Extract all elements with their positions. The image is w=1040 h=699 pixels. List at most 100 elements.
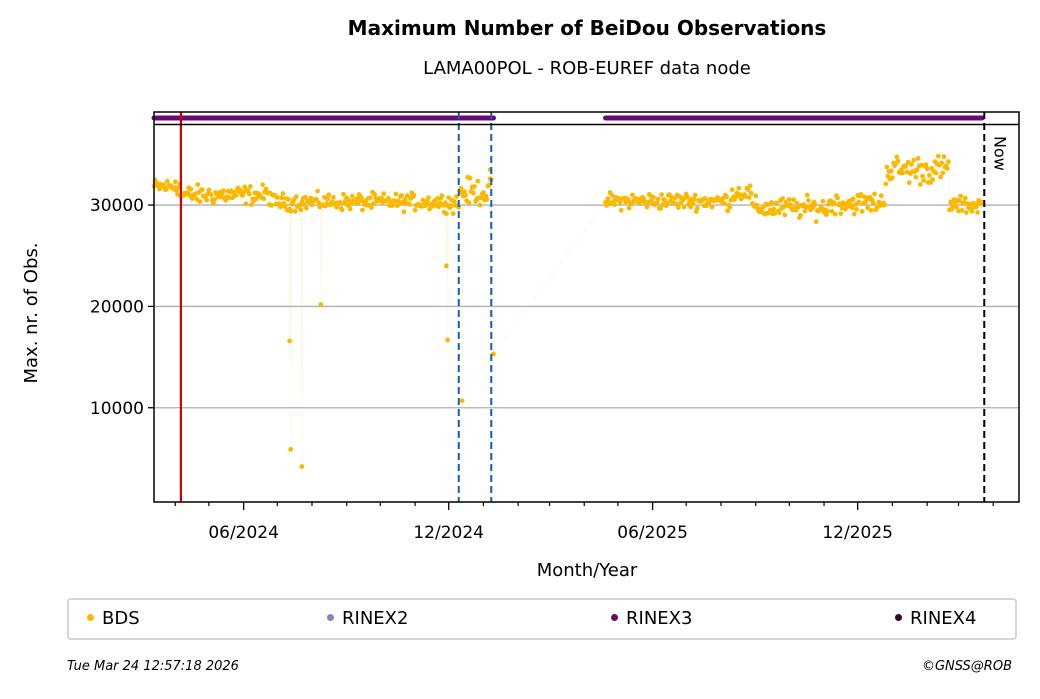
bds-data-point xyxy=(286,197,291,202)
bds-data-point xyxy=(274,195,280,200)
y-tick-label: 20000 xyxy=(90,297,144,317)
bds-data-point xyxy=(950,204,956,210)
bds-data-point xyxy=(204,197,210,203)
bds-data-point xyxy=(724,194,729,200)
bds-data-point xyxy=(746,195,752,200)
bds-data-point xyxy=(940,170,946,176)
bds-data-point xyxy=(802,208,808,214)
bds-data-point xyxy=(911,157,917,163)
bds-data-point xyxy=(330,195,336,200)
bds-data-point xyxy=(673,201,679,207)
bds-data-point xyxy=(748,190,754,196)
vertical-markers xyxy=(179,112,986,502)
y-axis-ticks: 10000 20000 30000 xyxy=(90,196,154,419)
bds-data-point xyxy=(771,206,776,212)
bds-data-point xyxy=(654,200,660,206)
bds-data-point xyxy=(754,202,760,208)
bds-data-point xyxy=(444,211,449,217)
bds-data-point xyxy=(436,204,441,210)
bds-data-point xyxy=(172,179,178,185)
bds-data-point xyxy=(953,204,959,210)
bds-data-point xyxy=(962,195,968,201)
legend-item-bds: BDS xyxy=(87,608,140,629)
bds-data-point xyxy=(676,205,681,211)
bds-data-point xyxy=(260,182,266,188)
bds-data-point xyxy=(859,209,865,214)
bds-data-point xyxy=(484,197,490,202)
legend-item-rinex2: RINEX2 xyxy=(327,608,408,629)
bds-data-point xyxy=(616,196,622,202)
bds-data-point xyxy=(736,185,742,191)
bds-data-point xyxy=(411,192,417,198)
bds-data-point xyxy=(798,213,803,218)
x-tick-label: 06/2024 xyxy=(208,523,279,543)
bds-data-point xyxy=(941,154,947,160)
bds-data-point xyxy=(786,197,792,202)
bds-data-point xyxy=(655,196,661,202)
bds-data-point xyxy=(444,263,449,269)
legend-label: BDS xyxy=(102,608,140,629)
bds-data-point xyxy=(293,194,299,200)
legend: BDS RINEX2 RINEX3 RINEX4 xyxy=(67,598,1017,640)
legend-item-rinex4: RINEX4 xyxy=(895,608,976,629)
bds-data-point xyxy=(165,178,170,184)
bds-data-point xyxy=(906,180,912,186)
bds-data-point xyxy=(812,202,818,207)
bds-data-point xyxy=(282,204,288,210)
bds-data-point xyxy=(288,208,294,214)
bds-data-point xyxy=(242,184,248,190)
bds-data-point xyxy=(404,193,410,199)
bds-data-point xyxy=(883,181,889,187)
bds-data-point xyxy=(847,201,853,207)
bds-data-point xyxy=(651,195,657,200)
bds-data-point xyxy=(729,187,735,193)
bds-data-point xyxy=(915,155,921,161)
bds-data-point xyxy=(923,162,929,168)
bds-data-point xyxy=(325,196,331,202)
bds-data-point xyxy=(315,188,320,194)
y-tick-label: 30000 xyxy=(90,196,144,216)
bds-data-point xyxy=(829,209,835,214)
legend-label: RINEX3 xyxy=(626,608,693,629)
bds-data-point xyxy=(890,175,895,181)
bds-data-point xyxy=(820,198,826,204)
bds-data-point xyxy=(483,193,489,199)
bds-data-point xyxy=(358,195,364,200)
bds-data-point xyxy=(454,194,459,199)
bds-data-point xyxy=(280,191,286,196)
bds-data-point xyxy=(299,464,305,469)
x-tick-label: 12/2024 xyxy=(413,523,484,543)
bds-data-point xyxy=(958,193,964,199)
bds-data-point xyxy=(412,207,418,213)
bds-data-point xyxy=(301,202,307,207)
bds-data-point xyxy=(458,185,464,191)
bds-data-point xyxy=(188,186,194,192)
bds-data-point xyxy=(212,197,217,202)
bds-data-point xyxy=(463,192,468,198)
bds-data-point xyxy=(302,194,308,200)
bds-data-point xyxy=(626,205,632,211)
bds-data-point xyxy=(969,208,975,214)
bds-data-point xyxy=(605,196,611,202)
bds-data-point xyxy=(208,192,214,198)
legend-marker-rinex2 xyxy=(327,613,334,621)
bds-data-point xyxy=(659,192,664,198)
bds-data-point xyxy=(439,193,445,199)
bds-data-point xyxy=(804,192,810,198)
bds-data-point xyxy=(360,207,365,213)
bds-data-point xyxy=(446,195,452,201)
bds-data-point xyxy=(478,195,484,201)
bds-data-point xyxy=(851,211,857,217)
bds-data-point xyxy=(451,199,457,204)
bds-data-point xyxy=(914,167,920,173)
bds-data-point xyxy=(903,163,909,169)
bds-data-point xyxy=(868,208,874,213)
bds-data-point xyxy=(612,202,617,207)
bds-data-point xyxy=(684,194,690,200)
bds-data-point xyxy=(709,204,715,210)
bds-data-point xyxy=(894,154,900,160)
bds-data-point xyxy=(349,193,355,199)
bds-data-point xyxy=(727,204,733,210)
bds-data-point xyxy=(392,198,398,204)
